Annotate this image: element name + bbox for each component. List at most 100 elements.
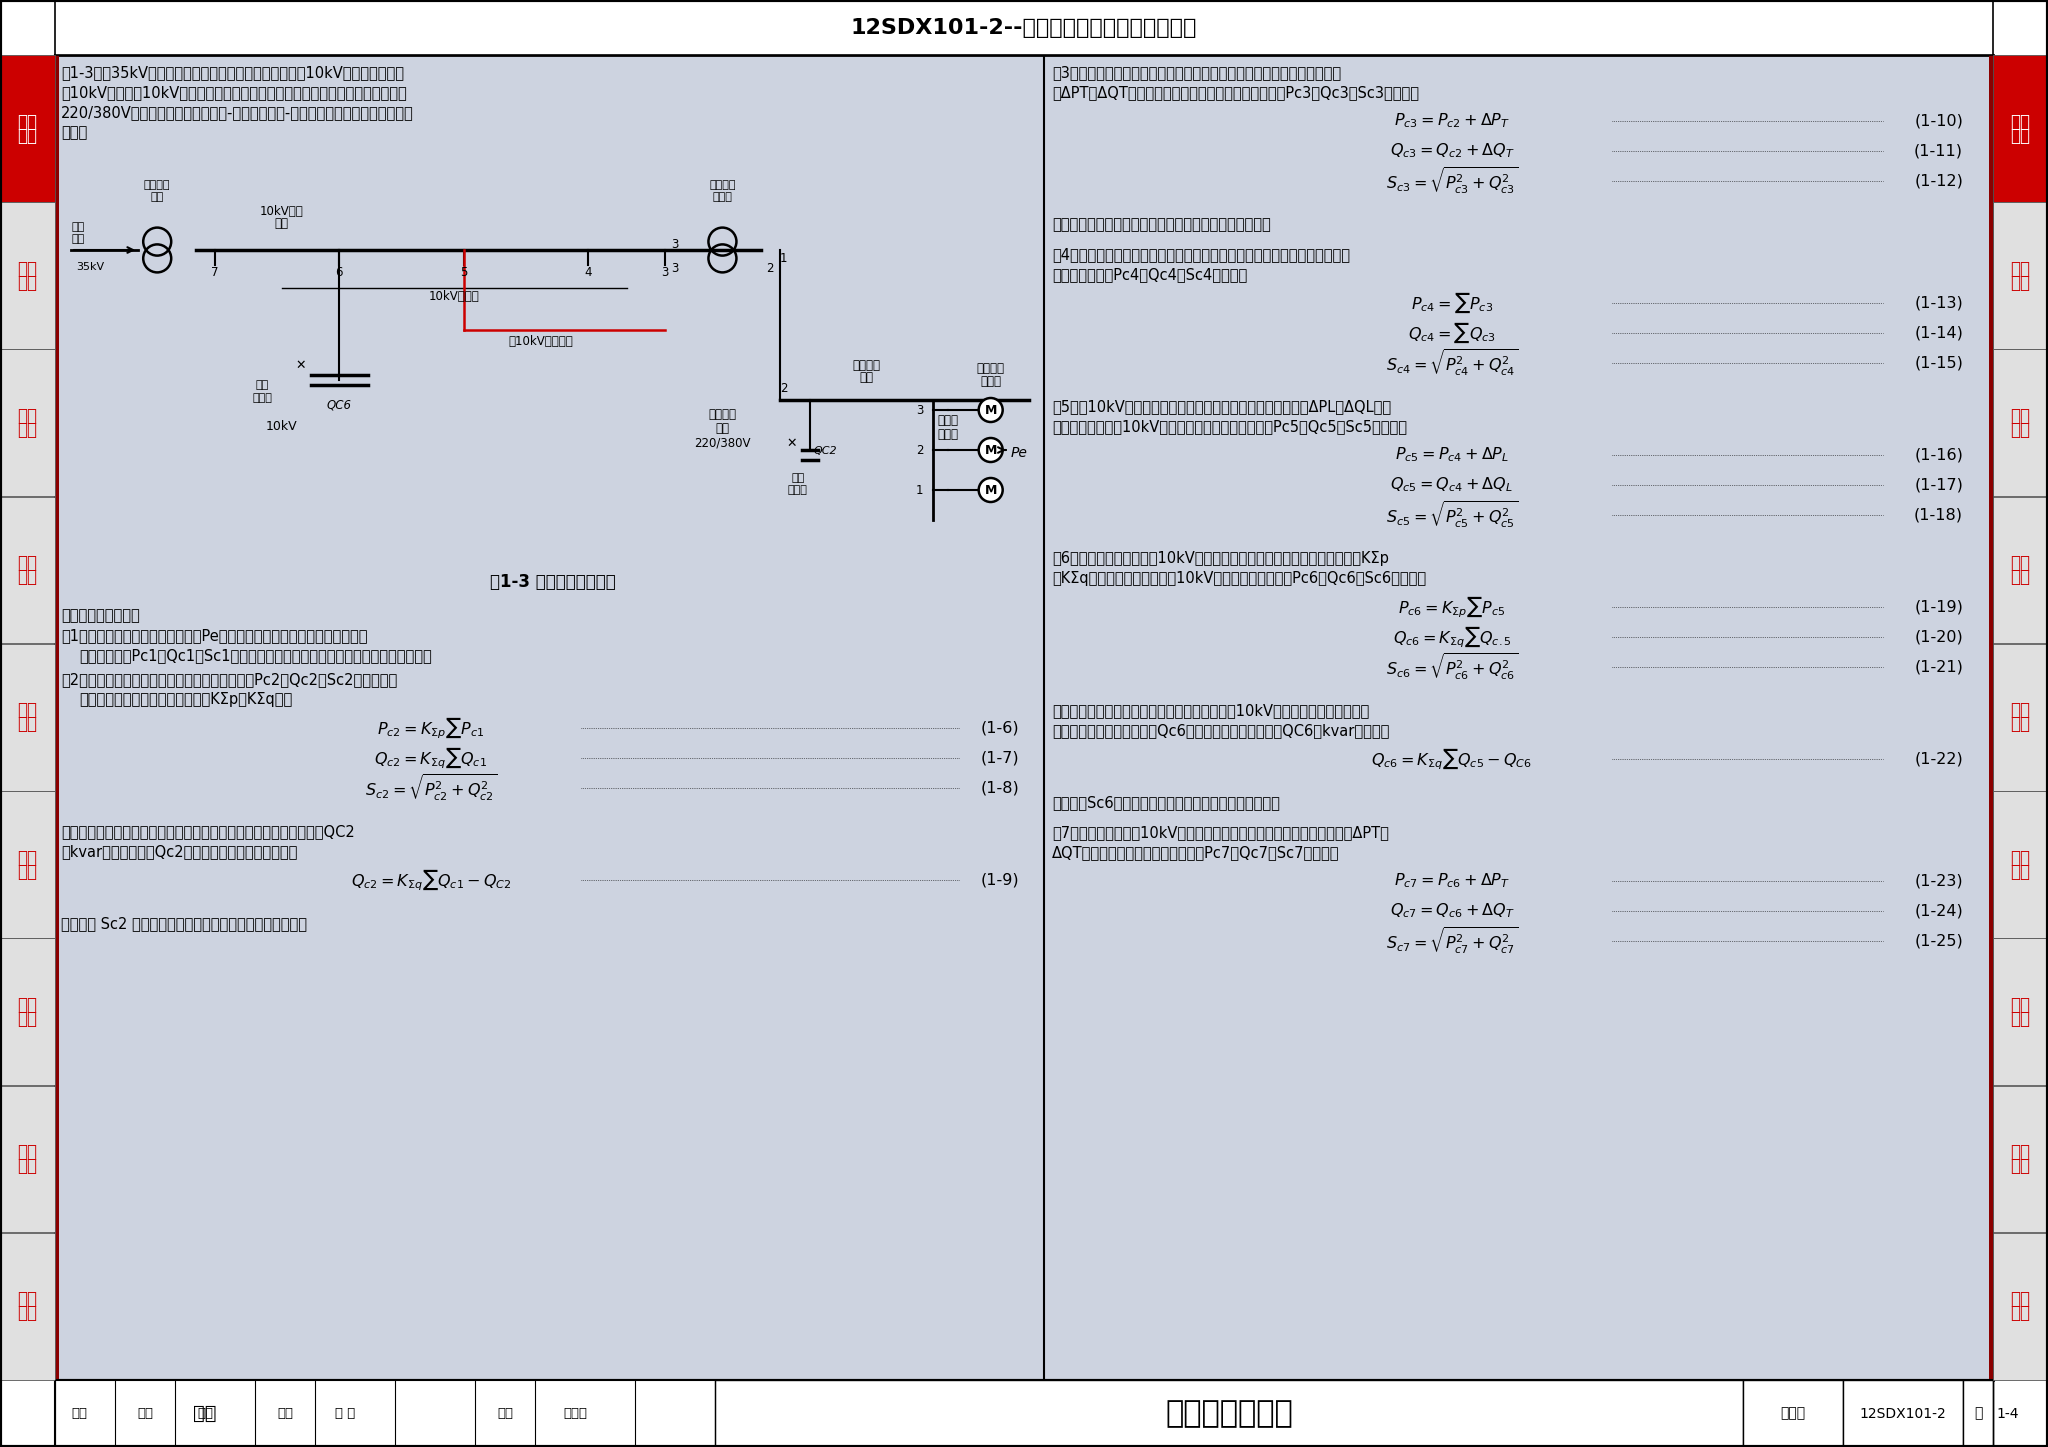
Text: 若根据技术经济比较结果，需要在总降压变电所10kV母线侧采用高压电容器进: 若根据技术经济比较结果，需要在总降压变电所10kV母线侧采用高压电容器进	[1053, 703, 1370, 718]
Text: (1-19): (1-19)	[1915, 599, 1962, 615]
Text: (1-8): (1-8)	[981, 780, 1020, 796]
Text: $Q_{c5} = Q_{c4} + \Delta Q_L$: $Q_{c5} = Q_{c4} + \Delta Q_L$	[1391, 476, 1513, 495]
Bar	[1962, 1380, 1993, 1447]
Text: (1-9): (1-9)	[981, 873, 1020, 887]
Text: 220/380V: 220/380V	[694, 436, 752, 449]
Text: 35kV: 35kV	[76, 262, 104, 272]
Text: 计算: 计算	[2011, 273, 2030, 292]
Text: 电容器: 电容器	[252, 394, 272, 404]
Text: $S_{c2} = \sqrt{P_{c2}^2 + Q_{c2}^2}$: $S_{c2} = \sqrt{P_{c2}^2 + Q_{c2}^2}$	[365, 773, 498, 803]
Text: 和KΣq），确定总降压变电所10kV母线上的计算负荷（Pc6、Qc6、Sc6），即：: 和KΣq），确定总降压变电所10kV母线上的计算负荷（Pc6、Qc6、Sc6），…	[1053, 572, 1425, 586]
Text: 示例: 示例	[2011, 1304, 2030, 1323]
Bar	[0, 496, 55, 644]
Text: 示例: 示例	[18, 1304, 37, 1323]
Text: 2: 2	[780, 382, 786, 395]
Text: 计算: 计算	[2011, 126, 2030, 145]
Bar	[55, 1380, 1993, 1447]
Text: 电支线: 电支线	[938, 427, 958, 440]
Text: 母线: 母线	[715, 423, 729, 436]
Text: 设计: 设计	[498, 1406, 512, 1420]
Text: (1-17): (1-17)	[1915, 478, 1962, 492]
Text: 继电: 继电	[2011, 407, 2030, 425]
Bar	[1993, 55, 2048, 201]
Text: 同类用电: 同类用电	[977, 362, 1006, 375]
Text: ΔQT），确定建筑物的总计算负荷（Pc7、Qc7、Sc7），即：: ΔQT），确定建筑物的总计算负荷（Pc7、Qc7、Sc7），即：	[1053, 845, 1339, 860]
Text: (1-21): (1-21)	[1915, 660, 1962, 674]
Bar	[1993, 644, 2048, 790]
Text: 计算: 计算	[18, 862, 37, 881]
Text: 10kV配电线: 10kV配电线	[428, 289, 479, 302]
Text: 弱电: 弱电	[2011, 1143, 2030, 1160]
Bar	[0, 1233, 55, 1379]
Text: QC6: QC6	[328, 398, 352, 411]
Text: $P_{c4} = \sum P_{c3}$: $P_{c4} = \sum P_{c3}$	[1411, 291, 1493, 315]
Text: 10kV: 10kV	[266, 420, 297, 433]
Text: 照明: 照明	[2011, 849, 2030, 867]
Text: 工程: 工程	[18, 1291, 37, 1308]
Text: 计算负荷的确定: 计算负荷的确定	[1165, 1399, 1292, 1428]
Text: 行无功功率补偿，则在计算Qc6时，应减去无功补偿容量QC6（kvar），即：: 行无功功率补偿，则在计算Qc6时，应减去无功补偿容量QC6（kvar），即：	[1053, 724, 1389, 738]
Bar	[1743, 1380, 1843, 1447]
Text: 母线: 母线	[274, 217, 289, 230]
Bar	[0, 203, 55, 349]
Text: 总降压变: 总降压变	[143, 179, 170, 190]
Text: （2）确定终端变压器低压配电母线的计算负荷（Pc2、Qc2、Sc2），需要考: （2）确定终端变压器低压配电母线的计算负荷（Pc2、Qc2、Sc2），需要考	[61, 671, 397, 687]
Text: 1-4: 1-4	[1997, 1406, 2019, 1421]
Text: 负荷: 负荷	[2011, 113, 2030, 130]
Text: M: M	[985, 483, 997, 496]
Text: (1-12): (1-12)	[1915, 174, 1962, 188]
Bar	[0, 938, 55, 1085]
Text: 12SDX101-2--民用建筑电气设计计算及示例: 12SDX101-2--民用建筑电气设计计算及示例	[850, 17, 1198, 38]
Text: $S_{c4} = \sqrt{P_{c4}^2 + Q_{c4}^2}$: $S_{c4} = \sqrt{P_{c4}^2 + Q_{c4}^2}$	[1386, 347, 1518, 378]
Text: 终端负荷: 终端负荷	[709, 179, 735, 190]
Text: 巨力: 巨力	[193, 1404, 217, 1422]
Text: 确定总降压变电所10kV母线各引出线上的计算负荷（Pc5、Qc5、Sc5），即：: 确定总降压变电所10kV母线各引出线上的计算负荷（Pc5、Qc5、Sc5），即：	[1053, 420, 1407, 434]
Text: (1-10): (1-10)	[1915, 113, 1962, 129]
Text: $Q_{c7} = Q_{c6} + \Delta Q_T$: $Q_{c7} = Q_{c6} + \Delta Q_T$	[1389, 901, 1513, 920]
Text: 2: 2	[766, 262, 774, 275]
Bar	[0, 644, 55, 790]
Text: 高压: 高压	[256, 381, 268, 391]
Text: (1-15): (1-15)	[1915, 356, 1962, 370]
Text: $Q_{c4} = \sum Q_{c3}$: $Q_{c4} = \sum Q_{c3}$	[1407, 321, 1495, 346]
Text: 3: 3	[662, 266, 668, 279]
Text: 汪兴强: 汪兴强	[563, 1406, 588, 1420]
Text: $Q_{c2} = K_{\Sigma q} \sum Q_{c1}$: $Q_{c2} = K_{\Sigma q} \sum Q_{c1}$	[375, 745, 487, 771]
Text: 220/380V，最后经过低压配电母线-低压配电干线-低压配电支线，向各用电设备组: 220/380V，最后经过低压配电母线-低压配电干线-低压配电支线，向各用电设备…	[61, 106, 414, 120]
Text: 7: 7	[211, 266, 219, 279]
Text: 常用: 常用	[18, 702, 37, 719]
Text: $S_{c3} = \sqrt{P_{c3}^2 + Q_{c3}^2}$: $S_{c3} = \sqrt{P_{c3}^2 + Q_{c3}^2}$	[1386, 166, 1518, 197]
Text: 照明: 照明	[18, 849, 37, 867]
Text: 计算负荷Sc6是选择总降压变电所主变压器容量的依据。: 计算负荷Sc6是选择总降压变电所主变压器容量的依据。	[1053, 794, 1280, 810]
Text: 电源: 电源	[72, 221, 84, 232]
Text: 具体计算方法如下：: 具体计算方法如下：	[61, 608, 139, 624]
Text: 4: 4	[584, 266, 592, 279]
Text: 虑不同配电干线之间的同时系数（KΣp和KΣq）。: 虑不同配电干线之间的同时系数（KΣp和KΣq）。	[80, 692, 293, 708]
Text: 计算: 计算	[18, 273, 37, 292]
Text: 孟 磊: 孟 磊	[336, 1406, 354, 1420]
Bar	[0, 1085, 55, 1233]
Text: 供电。: 供电。	[61, 124, 88, 140]
Text: 计算: 计算	[18, 126, 37, 145]
Text: (1-11): (1-11)	[1915, 143, 1962, 159]
Bar	[0, 55, 55, 201]
Text: (1-13): (1-13)	[1915, 295, 1962, 311]
Bar	[1993, 1085, 2048, 1233]
Text: 接地: 接地	[18, 1010, 37, 1027]
Text: 5: 5	[461, 266, 467, 279]
Text: （3）将终端变压器低压侧的计算负荷加上该变压器的有功和无功功率损耗: （3）将终端变压器低压侧的计算负荷加上该变压器的有功和无功功率损耗	[1053, 65, 1341, 80]
Text: 低压配电: 低压配电	[709, 408, 737, 421]
Text: M: M	[985, 443, 997, 456]
Bar	[1993, 203, 2048, 349]
Text: （6）将总降压变电所各条10kV引出线上的计算负荷相加后乘以同时系数（KΣp: （6）将总降压变电所各条10kV引出线上的计算负荷相加后乘以同时系数（KΣp	[1053, 551, 1389, 566]
Circle shape	[979, 398, 1004, 423]
Text: (1-6): (1-6)	[981, 721, 1020, 735]
Text: 页: 页	[1974, 1406, 1982, 1421]
Text: 工程: 工程	[2011, 1291, 2030, 1308]
Text: $P_{c5} = P_{c4} + \Delta P_L$: $P_{c5} = P_{c4} + \Delta P_L$	[1395, 446, 1509, 464]
Text: 低压配: 低压配	[938, 414, 958, 427]
Text: $Q_{c6} = K_{\Sigma q} \sum Q_{c.5}$: $Q_{c6} = K_{\Sigma q} \sum Q_{c.5}$	[1393, 624, 1511, 650]
Text: 图1-3中，35kV电压等级的电源通过总降压变电所降压至10kV电压等级，然后: 图1-3中，35kV电压等级的电源通过总降压变电所降压至10kV电压等级，然后	[61, 65, 403, 80]
Text: QC2: QC2	[813, 446, 838, 456]
Text: 计算负荷 Sc2 用于选择终端变压器的容量和低压导体截面。: 计算负荷 Sc2 用于选择终端变压器的容量和低压导体截面。	[61, 916, 307, 930]
